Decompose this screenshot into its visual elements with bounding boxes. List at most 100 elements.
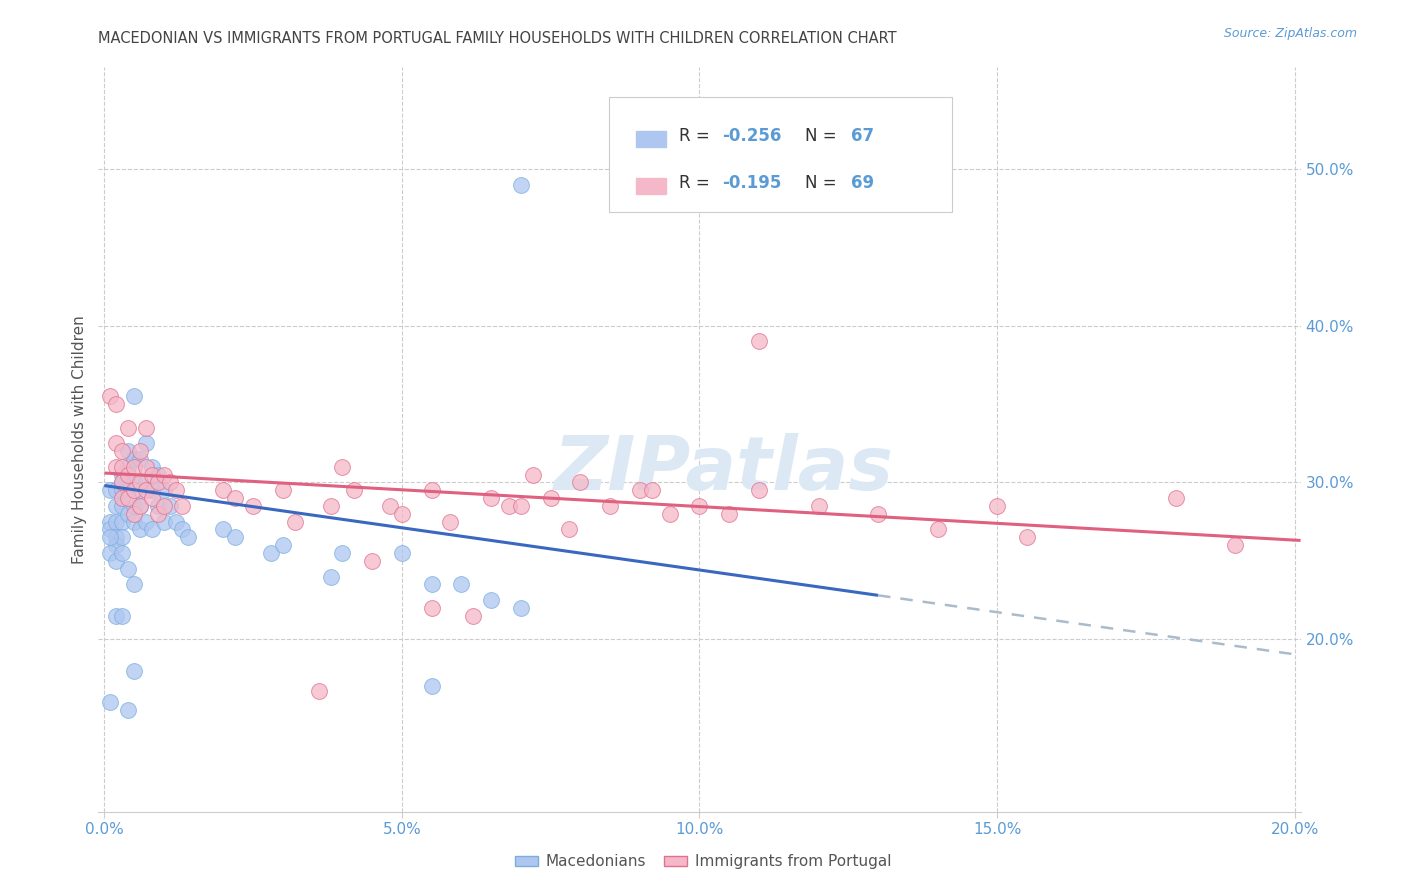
- Point: [122, 664, 145, 678]
- Point: [146, 507, 169, 521]
- Point: [105, 538, 128, 552]
- Legend: Macedonians, Immigrants from Portugal: Macedonians, Immigrants from Portugal: [509, 848, 897, 875]
- Point: [170, 499, 193, 513]
- Point: [98, 515, 121, 529]
- Y-axis label: Family Households with Children: Family Households with Children: [72, 315, 87, 564]
- Point: [117, 562, 139, 576]
- Point: [522, 467, 544, 482]
- FancyBboxPatch shape: [636, 178, 666, 194]
- Point: [105, 459, 128, 474]
- Point: [122, 451, 145, 466]
- Point: [658, 507, 681, 521]
- Text: R =: R =: [679, 174, 716, 192]
- Point: [450, 577, 472, 591]
- Text: R =: R =: [679, 127, 716, 145]
- Point: [98, 483, 121, 498]
- Point: [260, 546, 283, 560]
- Point: [343, 483, 366, 498]
- Point: [141, 467, 163, 482]
- Point: [129, 475, 152, 490]
- Point: [628, 483, 651, 498]
- Point: [135, 515, 157, 529]
- Point: [170, 523, 193, 537]
- Point: [122, 389, 145, 403]
- Point: [111, 475, 134, 490]
- Point: [105, 499, 128, 513]
- Point: [498, 499, 520, 513]
- Point: [129, 444, 152, 458]
- Point: [98, 695, 121, 709]
- Point: [129, 499, 152, 513]
- Point: [332, 546, 354, 560]
- Point: [420, 600, 443, 615]
- Point: [718, 507, 741, 521]
- Point: [319, 499, 342, 513]
- Point: [332, 459, 354, 474]
- Point: [122, 475, 145, 490]
- Point: [117, 420, 139, 434]
- Text: 69: 69: [851, 174, 875, 192]
- Point: [129, 499, 152, 513]
- Point: [224, 491, 246, 505]
- Point: [98, 523, 121, 537]
- Point: [420, 679, 443, 693]
- Point: [122, 459, 145, 474]
- Text: ZIPatlas: ZIPatlas: [554, 433, 894, 506]
- Point: [271, 538, 294, 552]
- Text: -0.256: -0.256: [723, 127, 782, 145]
- Point: [141, 459, 163, 474]
- Point: [111, 530, 134, 544]
- Point: [135, 459, 157, 474]
- FancyBboxPatch shape: [609, 96, 952, 212]
- Point: [105, 608, 128, 623]
- Point: [111, 467, 134, 482]
- Text: N =: N =: [806, 174, 842, 192]
- Point: [111, 475, 134, 490]
- Text: N =: N =: [806, 127, 842, 145]
- Point: [129, 451, 152, 466]
- Text: 67: 67: [851, 127, 875, 145]
- Point: [391, 507, 413, 521]
- Point: [105, 436, 128, 450]
- Point: [688, 499, 710, 513]
- Point: [111, 459, 134, 474]
- Point: [98, 389, 121, 403]
- Point: [153, 467, 176, 482]
- Point: [135, 483, 157, 498]
- Point: [111, 515, 134, 529]
- Point: [510, 499, 533, 513]
- Point: [117, 507, 139, 521]
- Point: [271, 483, 294, 498]
- Point: [866, 507, 889, 521]
- Point: [224, 530, 246, 544]
- Point: [122, 507, 145, 521]
- Point: [1164, 491, 1187, 505]
- Point: [748, 483, 770, 498]
- Point: [927, 523, 949, 537]
- Point: [141, 523, 163, 537]
- Point: [105, 530, 128, 544]
- Point: [391, 546, 413, 560]
- Point: [135, 436, 157, 450]
- Point: [105, 515, 128, 529]
- FancyBboxPatch shape: [636, 131, 666, 147]
- Point: [176, 530, 198, 544]
- Text: -0.195: -0.195: [723, 174, 782, 192]
- Point: [308, 684, 330, 698]
- Point: [135, 475, 157, 490]
- Point: [1223, 538, 1246, 552]
- Point: [111, 491, 134, 505]
- Point: [807, 499, 830, 513]
- Point: [378, 499, 401, 513]
- Point: [146, 499, 169, 513]
- Point: [420, 577, 443, 591]
- Point: [159, 475, 181, 490]
- Point: [284, 515, 307, 529]
- Point: [153, 515, 176, 529]
- Point: [111, 608, 134, 623]
- Point: [135, 420, 157, 434]
- Point: [105, 554, 128, 568]
- Point: [212, 483, 235, 498]
- Point: [439, 515, 461, 529]
- Point: [129, 523, 152, 537]
